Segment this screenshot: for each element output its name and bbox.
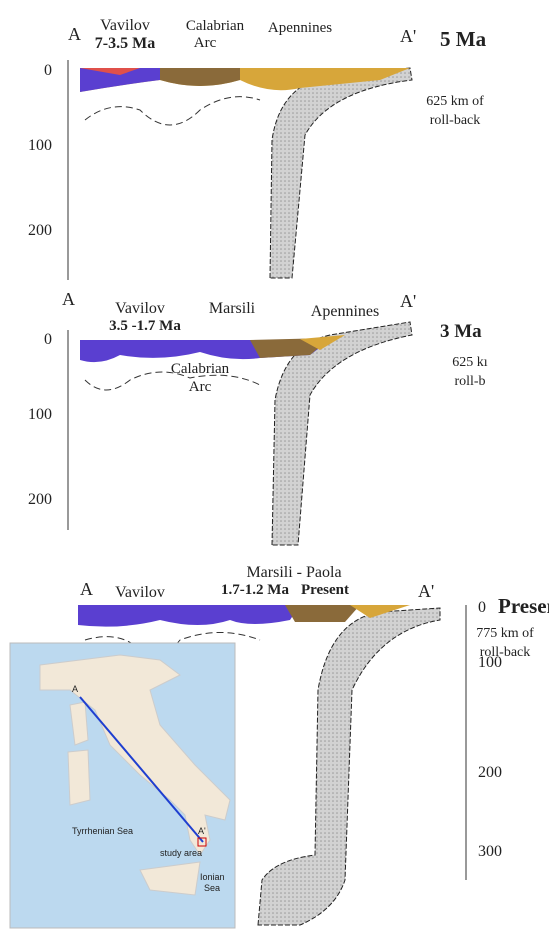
moho xyxy=(85,97,260,125)
depth-label: 0 xyxy=(44,62,52,79)
label: 7-3.5 Ma xyxy=(95,35,155,52)
label: Arc xyxy=(194,35,217,51)
label: Ionian xyxy=(200,872,225,882)
label: Sea xyxy=(204,883,220,893)
label: Arc xyxy=(189,379,212,395)
label: Apennines xyxy=(268,20,332,36)
label: 775 km of xyxy=(476,626,534,641)
depth-label: 300 xyxy=(478,843,502,860)
stage: Present xyxy=(498,594,549,618)
label: Present xyxy=(301,582,349,598)
label: A xyxy=(68,24,81,44)
label: A xyxy=(80,579,93,599)
label: roll-b xyxy=(454,374,485,389)
label: A' xyxy=(198,826,206,836)
label: Tyrrhenian Sea xyxy=(72,826,133,836)
label: 625 km of xyxy=(426,94,484,109)
slab xyxy=(258,608,440,925)
panel-1: A A' Vavilov 7-3.5 Ma Calabrian Arc Apen… xyxy=(28,17,487,280)
depth-label: 100 xyxy=(28,406,52,423)
slab xyxy=(270,68,412,278)
depth-label: 0 xyxy=(44,331,52,348)
calabrian-block xyxy=(160,68,240,86)
label: study area xyxy=(160,848,202,858)
map: A A' Tyrrhenian Sea study area Ionian Se… xyxy=(10,643,235,928)
stage: 3 Ma xyxy=(440,321,482,342)
depth-label: 200 xyxy=(28,491,52,508)
label: A' xyxy=(400,291,416,311)
panel-2: A A' Vavilov 3.5 -1.7 Ma Marsili Apennin… xyxy=(28,289,488,545)
depth-label: 200 xyxy=(478,764,502,781)
depth-label: 0 xyxy=(478,599,486,616)
depth-label: 100 xyxy=(28,137,52,154)
label: 1.7-1.2 Ma xyxy=(221,582,289,598)
label: Marsili xyxy=(209,300,256,317)
label: A xyxy=(62,289,75,309)
label: Apennines xyxy=(311,303,379,320)
depth-label: 100 xyxy=(478,654,502,671)
label: Calabrian xyxy=(171,361,230,377)
label: Vavilov xyxy=(115,584,165,601)
label: Vavilov xyxy=(100,17,150,34)
islands xyxy=(68,702,90,805)
figure: A A' Vavilov 7-3.5 Ma Calabrian Arc Apen… xyxy=(0,0,549,931)
label: A' xyxy=(418,581,434,601)
stage: 5 Ma xyxy=(440,27,487,51)
label: 3.5 -1.7 Ma xyxy=(109,318,181,334)
label: 625 kı xyxy=(452,355,488,370)
depth-label: 200 xyxy=(28,222,52,239)
calabrian-block xyxy=(285,605,360,622)
label: Marsili - Paola xyxy=(246,564,341,581)
label: roll-back xyxy=(430,113,481,128)
label: A' xyxy=(400,26,416,46)
label: A xyxy=(72,684,78,694)
label: Calabrian xyxy=(186,18,245,34)
oceanic-crust xyxy=(78,605,300,627)
label: Vavilov xyxy=(115,300,165,317)
